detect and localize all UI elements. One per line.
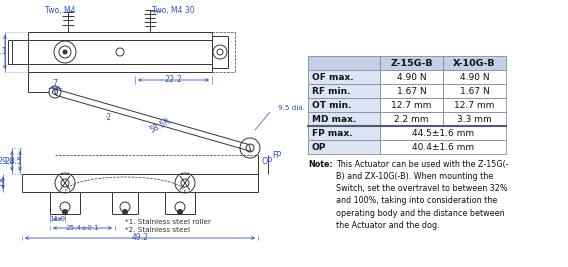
Bar [308,112,380,126]
Text: 4.90 N: 4.90 N [460,73,489,81]
Bar [308,140,380,154]
Text: 2.2 mm: 2.2 mm [394,115,429,124]
Text: FP max.: FP max. [312,128,353,138]
Text: 19.1: 19.1 [0,48,7,57]
Text: 25.4±0.1: 25.4±0.1 [66,225,99,231]
Text: OT min.: OT min. [312,100,352,109]
Bar [380,126,506,140]
Bar [380,98,443,112]
Text: 49.2: 49.2 [132,234,148,242]
Text: 4.90 N: 4.90 N [396,73,427,81]
Text: 22.2: 22.2 [165,76,182,84]
Text: 9.5 dia. × 4.8 *1: 9.5 dia. × 4.8 *1 [278,105,337,111]
Circle shape [62,210,68,214]
Text: RF min.: RF min. [312,87,350,96]
Text: 58.5R: 58.5R [148,117,172,135]
Text: X-10G-B: X-10G-B [453,58,496,68]
Text: 40.4±1.6 mm: 40.4±1.6 mm [412,143,474,151]
Bar [443,70,506,84]
Text: OF max.: OF max. [312,73,354,81]
Text: This Actuator can be used with the Z-15G(-
B) and ZX-10G(-B). When mounting the
: This Actuator can be used with the Z-15G… [336,160,508,230]
Bar [308,126,380,140]
Bar [443,56,506,70]
Text: 38.5: 38.5 [0,179,5,187]
Text: OP: OP [312,143,327,151]
Text: Two, M4: Two, M4 [45,6,75,14]
Text: *2. Stainless steel: *2. Stainless steel [125,227,190,233]
Text: ·2: ·2 [105,113,111,123]
Bar [380,84,443,98]
Text: 11.9: 11.9 [49,216,65,222]
Bar [380,56,443,70]
Text: 44.5±1.6 mm: 44.5±1.6 mm [412,128,474,138]
Text: Z-15G-B: Z-15G-B [390,58,433,68]
Text: Note:: Note: [308,160,333,169]
Text: 3.3 mm: 3.3 mm [457,115,492,124]
Polygon shape [54,89,251,151]
Text: *1. Stainless steel roller: *1. Stainless steel roller [125,219,211,225]
Bar [443,84,506,98]
Text: 12.7 mm: 12.7 mm [391,100,432,109]
Text: MD max.: MD max. [312,115,356,124]
Bar [308,70,380,84]
Circle shape [63,50,67,54]
Text: OP: OP [262,158,273,167]
Text: 20.5: 20.5 [4,156,22,166]
Circle shape [123,210,127,214]
Text: 1.67 N: 1.67 N [460,87,490,96]
Bar [308,56,380,70]
Bar [308,98,380,112]
Bar [380,112,443,126]
Text: FP: FP [272,151,281,159]
Text: 7: 7 [52,80,57,88]
Bar [380,140,506,154]
Bar [380,70,443,84]
Bar [443,98,506,112]
Bar [308,84,380,98]
Bar [443,112,506,126]
Text: 12.7 mm: 12.7 mm [454,100,495,109]
Text: 1.67 N: 1.67 N [396,87,427,96]
Circle shape [177,210,182,214]
Text: 29.4: 29.4 [0,156,15,166]
Text: Two, M4 30: Two, M4 30 [152,6,194,14]
